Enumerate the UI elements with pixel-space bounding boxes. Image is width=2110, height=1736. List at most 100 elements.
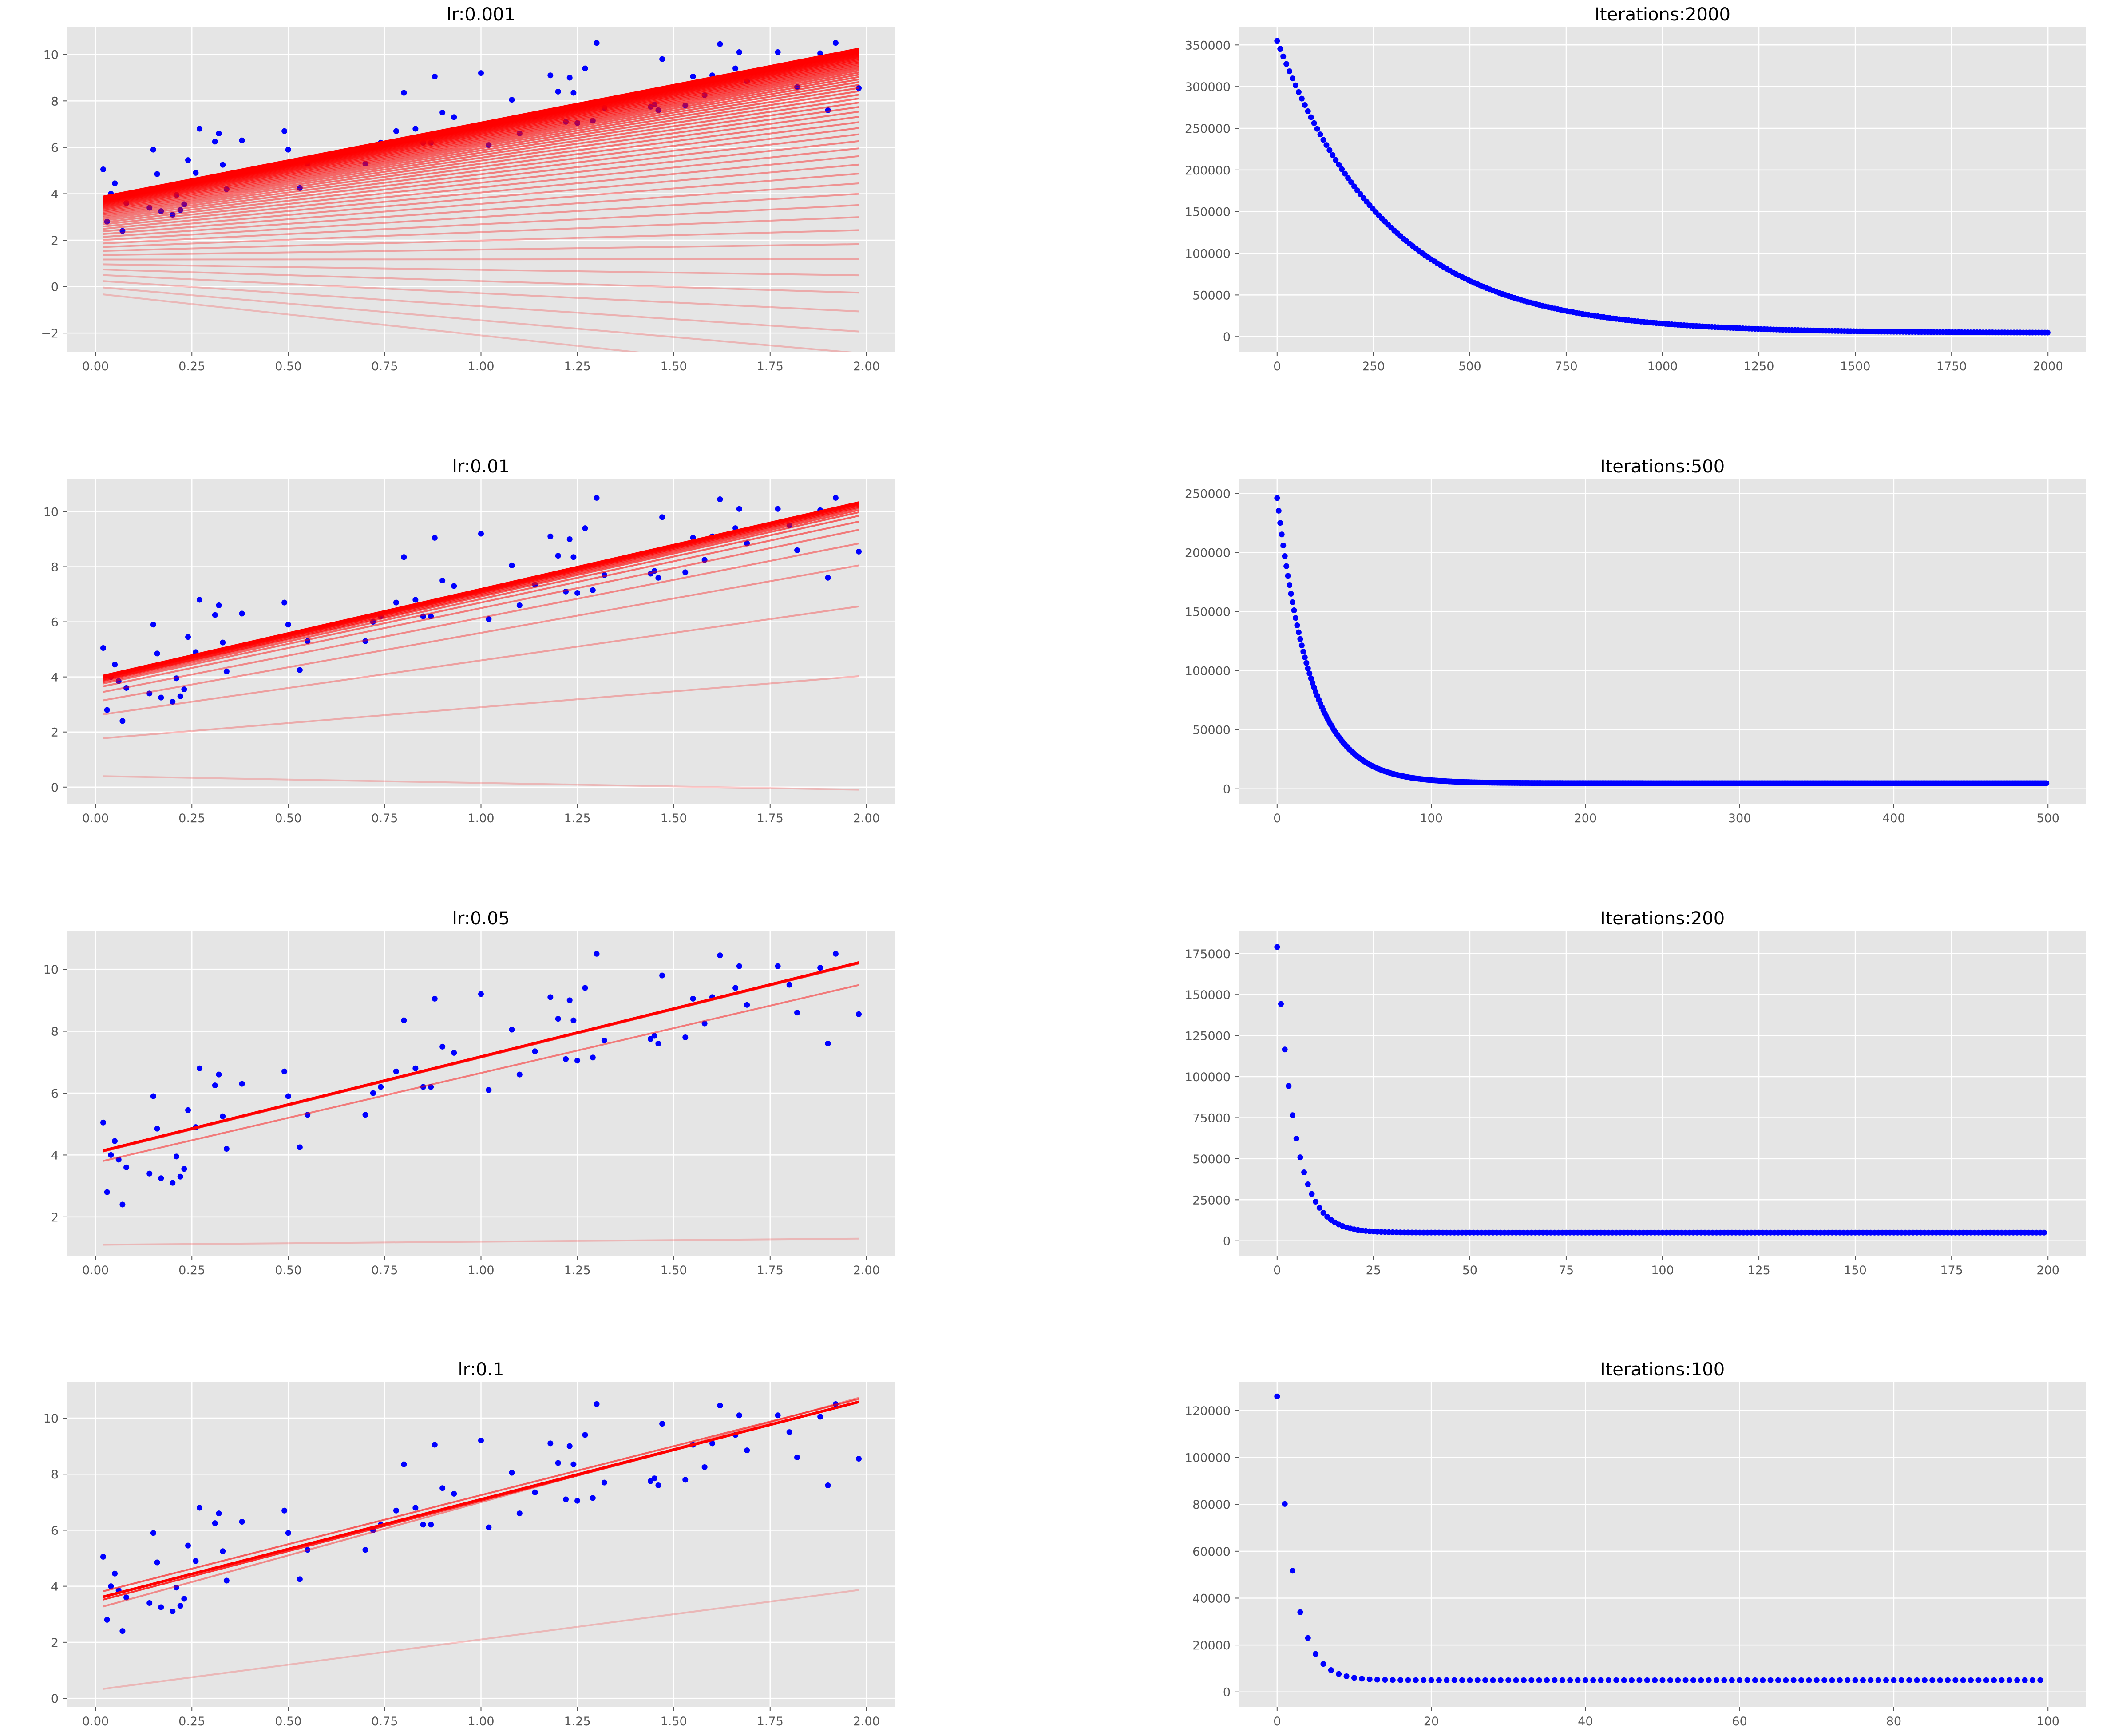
scatter-point — [154, 171, 160, 177]
scatter-point — [285, 1093, 291, 1099]
x-tick-label: 50 — [1462, 1264, 1477, 1277]
loss-point — [1413, 1677, 1419, 1683]
scatter-point — [216, 602, 222, 608]
fit-line — [103, 961, 859, 1152]
loss-point — [2022, 1677, 2028, 1683]
scatter-point — [574, 590, 581, 596]
scatter-point — [100, 1119, 106, 1126]
loss-point — [2043, 780, 2050, 786]
y-tick-label: 4 — [51, 671, 59, 685]
scatter-point — [582, 525, 588, 531]
loss-point — [1317, 131, 1323, 138]
x-tick-label: 0.50 — [275, 360, 301, 373]
loss-point — [1567, 1677, 1573, 1683]
fit-line — [103, 1400, 859, 1598]
fit-line — [103, 509, 859, 681]
fit-line — [103, 81, 859, 208]
x-tick-label: 2.00 — [853, 360, 880, 373]
y-tick-label: 50000 — [1192, 724, 1231, 737]
scatter-point — [104, 1617, 110, 1623]
scatter-point — [285, 147, 291, 153]
x-tick-label: 1.75 — [757, 812, 784, 825]
scatter-point — [239, 610, 245, 617]
loss-point — [1944, 1677, 1951, 1683]
loss-point — [1829, 1677, 1835, 1683]
y-tick-label: 250000 — [1185, 487, 1231, 501]
scatter-point — [817, 50, 823, 56]
fit-line — [103, 515, 859, 683]
loss-point — [1813, 1677, 1820, 1683]
loss-point — [1690, 1677, 1696, 1683]
loss-point — [1297, 636, 1303, 642]
scatter-point — [119, 1628, 126, 1634]
loss-point — [1302, 102, 1308, 108]
loss-point — [1806, 1677, 1812, 1683]
scatter-point — [305, 1112, 311, 1118]
loss-point — [1308, 114, 1314, 120]
data-layer — [1274, 495, 2050, 786]
scatter-point — [509, 1027, 515, 1033]
loss-point — [1621, 1677, 1627, 1683]
fit-line — [103, 87, 859, 210]
scatter-point — [100, 1554, 106, 1560]
x-tick-label: 1000 — [1647, 360, 1678, 373]
x-tick-label: 125 — [1747, 1264, 1770, 1277]
tick-labels: 0.00 0.25 0.50 0.75 1.00 1.25 1.50 1.75 2.00 0 2 4 6… — [44, 505, 880, 825]
loss-point — [1559, 1677, 1565, 1683]
scatter-point — [285, 1530, 291, 1536]
scatter-point — [146, 1170, 153, 1177]
scatter-point — [439, 1043, 446, 1050]
scatter-point — [856, 548, 862, 555]
loss-point — [1737, 1677, 1743, 1683]
loss-point — [1698, 1677, 1704, 1683]
scatter-point — [832, 495, 839, 501]
x-tick-label: 0.75 — [371, 1715, 398, 1728]
scatter-point — [717, 1403, 723, 1409]
scatter-point — [486, 616, 492, 622]
loss-point — [1459, 1677, 1465, 1683]
loss-point — [1305, 1181, 1311, 1188]
scatter-point — [655, 1482, 661, 1488]
loss-point — [1513, 1677, 1519, 1683]
scatter-series — [100, 951, 862, 1208]
loss-point — [1421, 1677, 1427, 1683]
x-tick-label: 0 — [1273, 812, 1281, 825]
scatter-point — [547, 1440, 554, 1447]
fit-line — [103, 605, 859, 715]
scatter-point — [420, 1084, 426, 1090]
scatter-point — [150, 1530, 156, 1536]
y-tick-label: 0 — [1223, 330, 1231, 344]
fit-line — [103, 501, 859, 678]
scatter-point — [401, 90, 407, 96]
loss-point — [1991, 1677, 1997, 1683]
loss-point — [1301, 1169, 1307, 1175]
loss-point — [1288, 591, 1294, 597]
y-tick-label: 150000 — [1185, 988, 1231, 1002]
scatter-point — [115, 1157, 122, 1163]
scatter-point — [547, 72, 554, 79]
loss-point — [1821, 1677, 1828, 1683]
scatter-point — [594, 1401, 600, 1407]
scatter-point — [170, 1608, 176, 1614]
scatter-point — [701, 1464, 708, 1470]
data-layer — [100, 1397, 862, 1690]
scatter-point — [794, 1010, 800, 1016]
loss-point — [1302, 654, 1308, 661]
scatter-point — [775, 963, 781, 969]
x-tick-label: 750 — [1555, 360, 1578, 373]
scatter-point — [104, 218, 110, 225]
loss-point — [1305, 1635, 1311, 1641]
scatter-point — [173, 1153, 179, 1160]
scatter-point — [486, 1087, 492, 1093]
y-tick-label: 6 — [51, 1087, 59, 1101]
scatter-point — [220, 639, 226, 646]
scatter-point — [601, 1479, 607, 1486]
loss-point — [1706, 1677, 1712, 1683]
fit-line — [103, 102, 859, 214]
scatter-point — [212, 612, 218, 618]
scatter-point — [682, 569, 689, 575]
scatter-point — [590, 1054, 596, 1061]
scatter-point — [119, 1201, 126, 1208]
loss-point — [1282, 553, 1288, 559]
loss-point — [1279, 531, 1285, 538]
